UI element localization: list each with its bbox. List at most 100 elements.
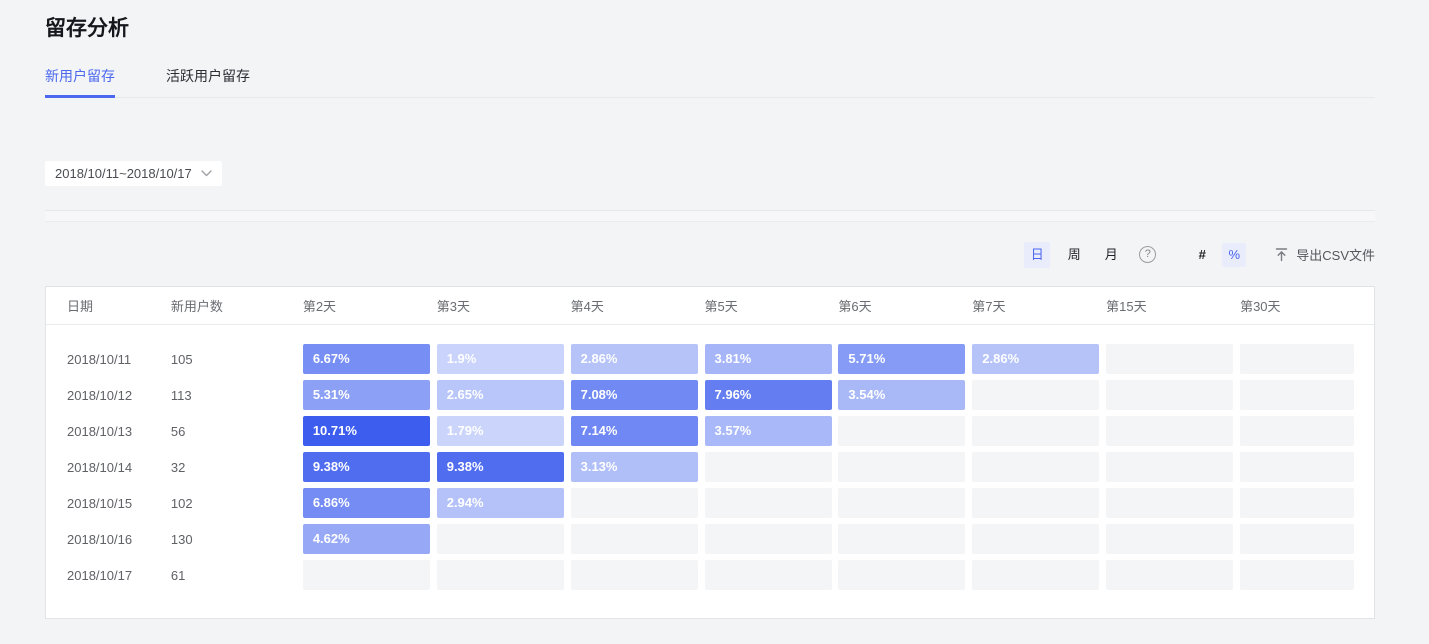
retention-cell: 2.94% bbox=[436, 488, 564, 518]
retention-cell-slot bbox=[570, 488, 705, 518]
retention-cell-slot bbox=[1106, 344, 1240, 374]
empty-retention-cell bbox=[1106, 488, 1234, 518]
empty-retention-cell bbox=[1240, 416, 1355, 446]
empty-retention-cell bbox=[1240, 380, 1355, 410]
retention-cell-slot: 6.67% bbox=[302, 344, 437, 374]
date-range-value: 2018/10/11~2018/10/17 bbox=[55, 166, 192, 181]
granularity-month-button[interactable]: 月 bbox=[1104, 246, 1118, 262]
retention-cell-slot: 2.86% bbox=[972, 344, 1106, 374]
retention-cell-slot bbox=[704, 560, 839, 590]
retention-cell: 7.96% bbox=[704, 380, 832, 410]
retention-cell-slot bbox=[838, 560, 972, 590]
retention-analysis-page: 留存分析 新用户留存 活跃用户留存 2018/10/11~2018/10/17 日… bbox=[45, 17, 1375, 619]
empty-retention-cell bbox=[1106, 416, 1234, 446]
empty-retention-cell bbox=[1106, 452, 1234, 482]
table-row: 2018/10/15 102 6.86% 2.94% bbox=[67, 485, 1374, 521]
empty-retention-cell bbox=[838, 452, 966, 482]
retention-cell-slot bbox=[972, 380, 1106, 410]
table-body: 2018/10/11 105 6.67% 1.9% 2.86% 3.81% 5.71% 2.8… bbox=[46, 325, 1374, 593]
new-users-cell: 61 bbox=[170, 567, 186, 583]
section-divider bbox=[45, 210, 1375, 222]
date-cell: 2018/10/17 bbox=[67, 567, 133, 583]
retention-cell-slot: 6.86% bbox=[302, 488, 437, 518]
page-title: 留存分析 bbox=[45, 17, 129, 40]
retention-cell: 9.38% bbox=[302, 452, 430, 482]
percent-toggle-button[interactable]: % bbox=[1222, 242, 1247, 267]
empty-retention-cell bbox=[838, 560, 966, 590]
retention-cell-slot: 5.31% bbox=[302, 380, 437, 410]
table-row: 2018/10/12 113 5.31% 2.65% 7.08% 7.96% 3.54% bbox=[67, 377, 1374, 413]
granularity-day-button[interactable]: 日 bbox=[1024, 241, 1051, 268]
retention-cell-slot: 3.81% bbox=[704, 344, 839, 374]
date-cell: 2018/10/13 bbox=[67, 423, 133, 439]
retention-cell-slot bbox=[1240, 488, 1374, 518]
empty-retention-cell bbox=[1106, 560, 1234, 590]
retention-cell-slot: 9.38% bbox=[436, 452, 571, 482]
retention-cell-slot bbox=[436, 560, 571, 590]
new-users-cell: 56 bbox=[170, 423, 186, 439]
empty-retention-cell bbox=[1106, 524, 1234, 554]
column-header: 第6天 bbox=[838, 299, 872, 314]
column-header: 第7天 bbox=[972, 299, 1006, 314]
table-row: 2018/10/11 105 6.67% 1.9% 2.86% 3.81% 5.71% 2.8… bbox=[67, 341, 1374, 377]
retention-cell-slot: 7.14% bbox=[570, 416, 705, 446]
granularity-toggle-group: 日周 月 bbox=[1024, 241, 1124, 268]
date-range-select[interactable]: 2018/10/11~2018/10/17 bbox=[45, 161, 222, 186]
empty-retention-cell bbox=[972, 380, 1100, 410]
retention-cell-slot: 2.86% bbox=[570, 344, 705, 374]
retention-cell-slot: 5.71% bbox=[838, 344, 972, 374]
empty-retention-cell bbox=[1240, 344, 1355, 374]
empty-retention-cell bbox=[704, 560, 832, 590]
empty-retention-cell bbox=[972, 560, 1100, 590]
retention-cell-slot: 3.57% bbox=[704, 416, 839, 446]
retention-cell-slot bbox=[1106, 560, 1240, 590]
empty-retention-cell bbox=[838, 416, 966, 446]
retention-cell: 3.54% bbox=[838, 380, 966, 410]
retention-cell: 3.81% bbox=[704, 344, 832, 374]
retention-cell-slot: 3.13% bbox=[570, 452, 705, 482]
tab-new-user-retention[interactable]: 新用户留存 bbox=[45, 66, 115, 98]
column-header: 第15天 bbox=[1106, 299, 1147, 314]
empty-retention-cell bbox=[1240, 524, 1355, 554]
help-icon[interactable]: ? bbox=[1139, 246, 1157, 263]
retention-cell-slot bbox=[704, 488, 839, 518]
count-toggle-button[interactable]: # bbox=[1198, 246, 1206, 262]
retention-cell-slot bbox=[972, 524, 1106, 554]
retention-cell-slot bbox=[972, 416, 1106, 446]
table-row: 2018/10/13 56 10.71% 1.79% 7.14% 3.57% bbox=[67, 413, 1374, 449]
retention-cell-slot bbox=[1240, 380, 1374, 410]
retention-cell-slot: 3.54% bbox=[838, 380, 972, 410]
table-toolbar: 日周 月 ? #% 导出CSV文件 bbox=[45, 241, 1375, 268]
date-cell: 2018/10/12 bbox=[67, 387, 133, 403]
empty-retention-cell bbox=[972, 524, 1100, 554]
granularity-week-button[interactable]: 周 bbox=[1067, 246, 1081, 262]
empty-retention-cell bbox=[838, 524, 966, 554]
retention-cell: 2.86% bbox=[570, 344, 698, 374]
retention-cell-slot bbox=[1106, 380, 1240, 410]
tab-active-user-retention[interactable]: 活跃用户留存 bbox=[166, 68, 250, 84]
retention-cell-slot bbox=[838, 524, 972, 554]
retention-cell-slot: 7.96% bbox=[704, 380, 839, 410]
retention-cell-slot bbox=[302, 560, 437, 590]
table-row: 2018/10/14 32 9.38% 9.38% 3.13% bbox=[67, 449, 1374, 485]
retention-cell-slot: 1.9% bbox=[436, 344, 571, 374]
retention-cell-slot: 1.79% bbox=[436, 416, 571, 446]
retention-cell: 1.9% bbox=[436, 344, 564, 374]
new-users-cell: 105 bbox=[170, 351, 193, 367]
column-header: 日期 bbox=[67, 299, 94, 314]
retention-cell: 6.67% bbox=[302, 344, 430, 374]
retention-cell: 3.13% bbox=[570, 452, 698, 482]
retention-tabs: 新用户留存 活跃用户留存 bbox=[45, 66, 1375, 98]
format-toggle-group: #% bbox=[1182, 242, 1247, 267]
export-csv-button[interactable]: 导出CSV文件 bbox=[1274, 245, 1375, 264]
column-header: 第3天 bbox=[436, 299, 470, 314]
retention-cell-slot bbox=[1240, 344, 1374, 374]
empty-retention-cell bbox=[838, 488, 966, 518]
retention-cell-slot bbox=[1240, 452, 1374, 482]
date-cell: 2018/10/14 bbox=[67, 459, 133, 475]
empty-retention-cell bbox=[704, 488, 832, 518]
column-header: 第4天 bbox=[570, 299, 604, 314]
retention-cell-slot bbox=[838, 488, 972, 518]
date-cell: 2018/10/15 bbox=[67, 495, 133, 511]
new-users-cell: 102 bbox=[170, 495, 193, 511]
